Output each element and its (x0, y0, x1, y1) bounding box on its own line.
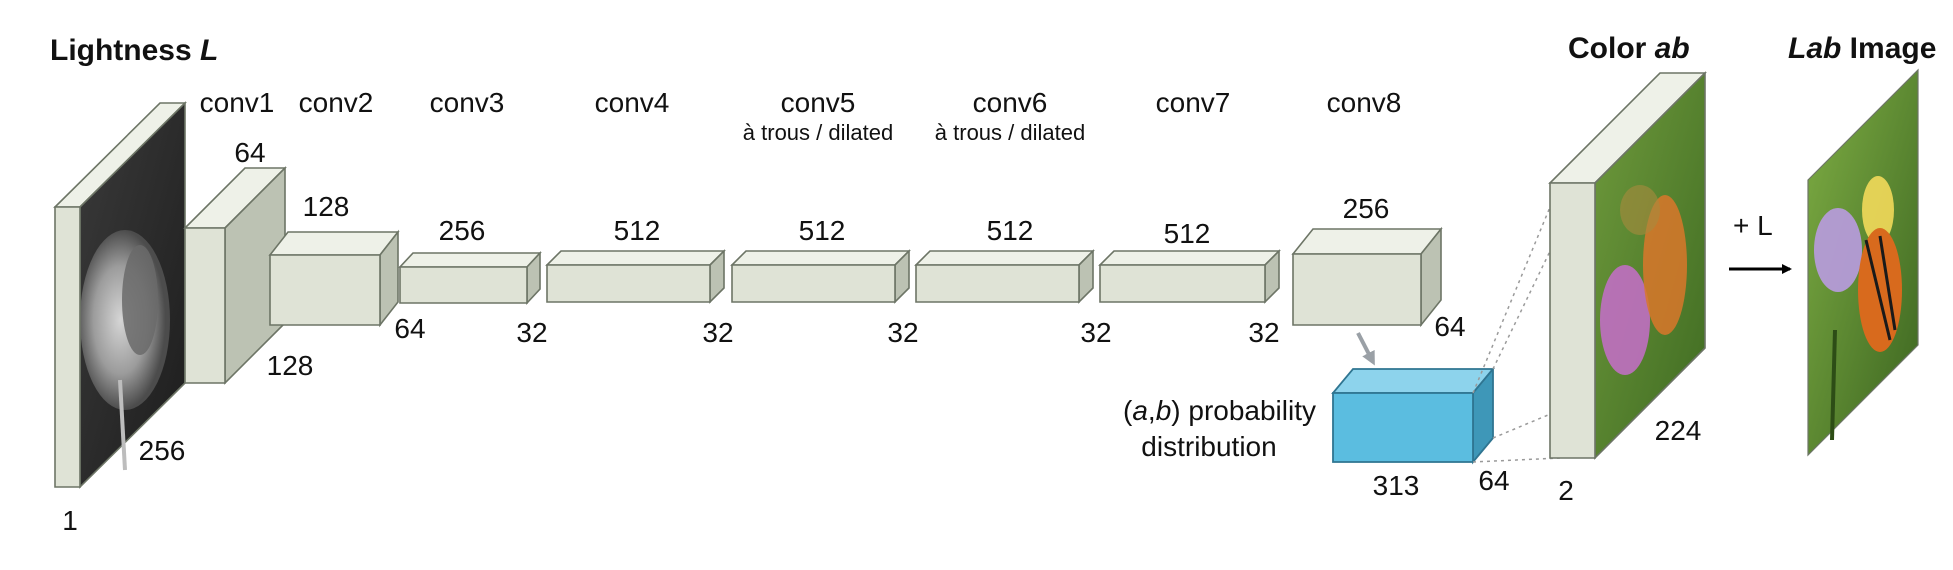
lab-image-title: Lab Image (1788, 32, 1936, 65)
conv7-label: conv7 (1156, 87, 1231, 118)
plus-l-label: + L (1733, 210, 1773, 241)
conv1-top-dim: 64 (234, 137, 265, 168)
input-size-label: 256 (139, 435, 186, 466)
distribution-label-line2: distribution (1141, 431, 1276, 462)
distribution-size-label: 64 (1478, 465, 1509, 496)
conv3-block (398, 250, 542, 306)
distribution-label-line1: (a,b) probability (1123, 395, 1316, 426)
output-channel-label: 2 (1558, 475, 1574, 506)
probability-distribution-block (1331, 366, 1495, 465)
conv2-top-dim: 128 (303, 191, 350, 222)
output-size-label: 224 (1655, 415, 1702, 446)
lightness-title: Lightness L (50, 34, 218, 67)
output-color-ab-image (1548, 71, 1707, 460)
conv7-top-dim: 512 (1164, 218, 1211, 249)
conv7-bottom-dim: 32 (1248, 317, 1279, 348)
color-ab-title: Color ab (1568, 32, 1690, 65)
conv6-bottom-dim: 32 (1080, 317, 1111, 348)
conv6-top-dim: 512 (987, 215, 1034, 246)
conv3-bottom-dim: 32 (516, 317, 547, 348)
conv5-bottom-dim: 32 (887, 317, 918, 348)
conv8-label: conv8 (1327, 87, 1402, 118)
conv2-block (268, 229, 400, 328)
conv2-label: conv2 (299, 87, 374, 118)
conv5-block (730, 249, 911, 304)
conv3-label: conv3 (430, 87, 505, 118)
conv4-label: conv4 (595, 87, 670, 118)
conv8-block (1291, 226, 1443, 328)
projection-lines (1472, 182, 1584, 463)
conv6-block (914, 249, 1095, 304)
conv1-bottom-dim: 128 (267, 350, 314, 381)
conv1-block (183, 166, 287, 385)
conv6-sublabel: à trous / dilated (935, 120, 1085, 145)
conv8-bottom-dim: 64 (1434, 311, 1465, 342)
conv2-bottom-dim: 64 (394, 313, 425, 344)
conv4-bottom-dim: 32 (702, 317, 733, 348)
input-channel-label: 1 (62, 505, 78, 536)
conv4-block (545, 249, 726, 304)
conv3-top-dim: 256 (439, 215, 486, 246)
conv7-block (1098, 249, 1281, 304)
conv6-label: conv6 (973, 87, 1048, 118)
conv5-label: conv5 (781, 87, 856, 118)
conv1-label: conv1 (200, 87, 275, 118)
conv8-top-dim: 256 (1343, 193, 1390, 224)
conv5-sublabel: à trous / dilated (743, 120, 893, 145)
distribution-bins-label: 313 (1373, 470, 1420, 501)
conv5-top-dim: 512 (799, 215, 846, 246)
input-lightness-image (53, 101, 187, 489)
conv8-to-distribution-arrow (1356, 332, 1375, 366)
output-lab-image (1807, 68, 1919, 457)
conv4-top-dim: 512 (614, 215, 661, 246)
